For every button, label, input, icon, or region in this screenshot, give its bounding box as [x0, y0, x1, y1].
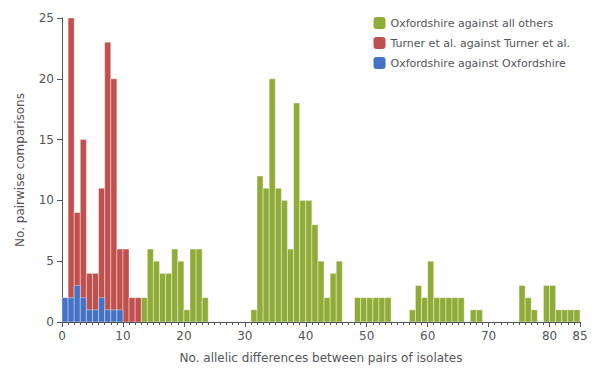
svg-text:0: 0 [46, 315, 54, 329]
svg-text:40: 40 [298, 329, 313, 343]
svg-text:No. allelic differences betwee: No. allelic differences between pairs of… [180, 351, 463, 365]
svg-text:No. pairwise comparisons: No. pairwise comparisons [13, 93, 27, 247]
svg-text:50: 50 [359, 329, 374, 343]
svg-text:15: 15 [39, 133, 54, 147]
svg-text:70: 70 [481, 329, 496, 343]
svg-text:30: 30 [237, 329, 252, 343]
svg-text:80: 80 [542, 329, 557, 343]
svg-text:25: 25 [39, 11, 54, 25]
svg-text:20: 20 [176, 329, 191, 343]
svg-text:Oxfordshire against all others: Oxfordshire against all others [391, 17, 554, 30]
svg-text:0: 0 [58, 329, 66, 343]
svg-text:Turner et al. against Turner e: Turner et al. against Turner et al. [390, 37, 570, 50]
svg-text:Oxfordshire against Oxfordshir: Oxfordshire against Oxfordshire [391, 57, 567, 70]
svg-text:60: 60 [420, 329, 435, 343]
svg-text:85: 85 [572, 329, 587, 343]
svg-text:10: 10 [39, 193, 54, 207]
svg-text:5: 5 [46, 254, 54, 268]
svg-text:20: 20 [39, 72, 54, 86]
svg-text:10: 10 [115, 329, 130, 343]
